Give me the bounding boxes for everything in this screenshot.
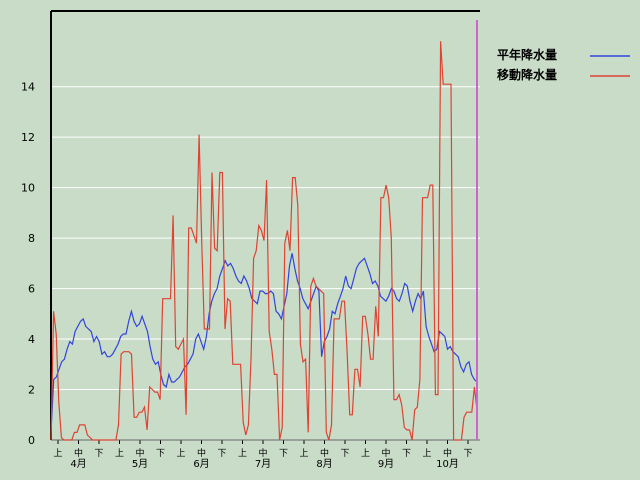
- legend-label-moving: 移動降水量: [497, 67, 557, 82]
- y-tick-label: 6: [28, 283, 35, 296]
- grid-lines: [51, 86, 480, 391]
- x-tick-label: 下: [340, 449, 349, 459]
- y-tick-label: 0: [28, 434, 35, 447]
- plot-series: [50, 41, 478, 441]
- x-tick-label: 下: [279, 449, 288, 459]
- y-tick-label: 10: [21, 182, 35, 195]
- y-tick-label: 4: [28, 333, 35, 346]
- x-month-label: 10月: [436, 458, 459, 470]
- y-tick-label: 12: [21, 131, 35, 144]
- y-axis-ticks: 0 2 4 6 8 10 12 14: [21, 81, 35, 447]
- x-tick-label: 上: [115, 448, 124, 459]
- x-tick-label: 中: [74, 447, 83, 459]
- x-tick-label: 下: [217, 449, 226, 459]
- x-month-label: 8月: [316, 458, 332, 470]
- x-tick-label: 下: [463, 449, 472, 459]
- x-tick-label: 上: [176, 448, 185, 459]
- x-tick-label: 中: [320, 447, 329, 459]
- x-tick-label: 上: [238, 448, 247, 459]
- x-month-label: 9月: [378, 458, 394, 470]
- x-tick-label: 上: [53, 448, 62, 459]
- x-tick-label: 中: [381, 447, 390, 459]
- x-tick-label: 上: [422, 448, 431, 459]
- x-tick-label: 中: [258, 447, 267, 459]
- x-month-label: 7月: [255, 458, 271, 470]
- y-tick-label: 2: [28, 384, 35, 397]
- series-line-1: [50, 41, 478, 441]
- x-tick-label: 上: [299, 448, 308, 459]
- x-tick-label: 上: [361, 448, 370, 459]
- x-tick-label: 下: [402, 449, 411, 459]
- x-axis-months: 4月 5月 6月 7月 8月 9月 10月: [70, 458, 459, 470]
- y-tick-label: 8: [28, 232, 35, 245]
- x-tick-label: 中: [197, 447, 206, 459]
- legend-label-normal: 平年降水量: [497, 47, 557, 62]
- x-tick-label: 下: [156, 449, 165, 459]
- x-tick-label: 下: [94, 449, 103, 459]
- x-month-label: 6月: [193, 458, 209, 470]
- legend: 平年降水量 移動降水量: [497, 47, 630, 82]
- x-month-label: 5月: [132, 458, 148, 470]
- x-tick-label: 中: [135, 447, 144, 459]
- x-axis-ticks: 上中下上中下上中下上中下上中下上中下上中下: [53, 440, 473, 459]
- series-line-0: [50, 253, 478, 433]
- y-tick-label: 14: [21, 81, 35, 94]
- x-tick-label: 中: [443, 447, 452, 459]
- x-month-label: 4月: [70, 458, 86, 470]
